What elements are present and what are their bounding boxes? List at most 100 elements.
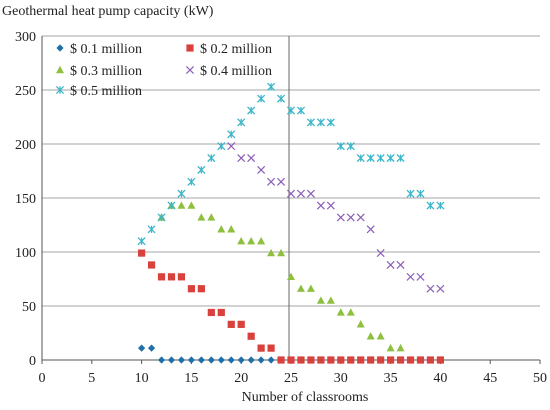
data-point — [386, 343, 395, 352]
data-point — [287, 356, 295, 364]
data-point — [157, 213, 166, 222]
data-point — [177, 189, 186, 198]
data-point — [217, 356, 225, 364]
data-point — [147, 344, 156, 352]
y-tick-label: 200 — [15, 138, 36, 153]
x-tick-label: 40 — [433, 371, 447, 386]
data-point — [227, 130, 236, 139]
x-tick-label: 0 — [39, 371, 46, 386]
data-point — [207, 213, 216, 221]
data-point — [406, 272, 415, 281]
data-point — [286, 189, 296, 198]
series-markers — [137, 82, 445, 364]
data-point — [296, 284, 305, 292]
y-tick-label: 150 — [15, 192, 36, 207]
data-point — [277, 248, 286, 257]
data-point — [356, 213, 365, 222]
data-point — [187, 177, 196, 186]
series-3 — [157, 201, 405, 352]
data-point — [406, 356, 415, 364]
x-tick-label: 10 — [135, 371, 149, 386]
data-point — [227, 356, 235, 364]
data-point — [276, 94, 286, 103]
legend-label: $ 0.5 million — [70, 84, 142, 99]
x-tick-label: 15 — [184, 371, 198, 386]
data-point — [307, 356, 315, 364]
legend-entry: $ 0.5 million — [55, 84, 142, 99]
data-point — [436, 356, 444, 364]
data-point — [396, 260, 405, 269]
data-point — [277, 177, 286, 186]
data-point — [376, 153, 385, 163]
data-point — [267, 344, 275, 352]
data-point — [247, 356, 255, 364]
y-tick-label: 0 — [29, 354, 36, 369]
data-point — [247, 154, 256, 163]
data-point — [138, 249, 146, 257]
data-point — [396, 356, 405, 364]
y-tick-label: 100 — [15, 246, 36, 261]
data-point — [306, 284, 315, 292]
series-5 — [137, 82, 445, 246]
data-point — [296, 189, 305, 198]
data-point — [386, 153, 395, 163]
data-point — [337, 356, 345, 364]
y-axis-title: Geothermal heat pump capacity (kW) — [2, 4, 214, 19]
data-point — [306, 118, 315, 127]
data-point — [396, 153, 405, 163]
data-point — [316, 296, 325, 304]
legend-entry: $ 0.3 million — [56, 64, 142, 79]
data-point — [376, 332, 385, 340]
data-point — [207, 153, 216, 163]
data-point — [346, 142, 355, 151]
data-point — [267, 356, 275, 364]
data-point — [138, 344, 146, 352]
x-tick-label: 20 — [234, 371, 248, 386]
data-point — [326, 296, 335, 304]
data-point — [297, 356, 305, 364]
data-point — [357, 356, 365, 364]
data-point — [267, 177, 276, 186]
data-point — [187, 356, 195, 364]
x-tick-label: 35 — [384, 371, 398, 386]
series-2 — [138, 249, 444, 364]
data-point — [197, 213, 206, 221]
data-point — [247, 106, 256, 115]
x-tick-label: 5 — [88, 371, 95, 386]
data-point — [137, 237, 146, 246]
legend-entry: $ 0.2 million — [186, 42, 272, 57]
data-point — [247, 332, 255, 340]
data-point — [237, 154, 246, 163]
data-point — [366, 153, 375, 163]
data-point — [197, 285, 205, 293]
data-point — [356, 153, 365, 163]
data-point — [197, 356, 205, 364]
data-point — [277, 356, 285, 364]
data-point — [267, 248, 276, 257]
x-tick-label: 50 — [533, 371, 547, 386]
series-1 — [138, 344, 275, 364]
data-point — [326, 118, 335, 127]
data-point — [157, 356, 166, 364]
legend-marker — [56, 44, 64, 52]
legend-label: $ 0.1 million — [70, 42, 142, 57]
legend-entry: $ 0.4 million — [185, 64, 272, 79]
data-point — [286, 106, 296, 115]
data-point — [426, 201, 435, 210]
data-point — [287, 272, 295, 281]
data-point — [346, 308, 355, 316]
data-point — [416, 272, 425, 281]
data-point — [436, 201, 445, 210]
legend: $ 0.1 million $ 0.2 million $ 0.3 million $… — [55, 42, 272, 99]
data-point — [177, 201, 186, 209]
data-point — [316, 118, 325, 127]
data-point — [406, 189, 415, 198]
data-point — [207, 308, 215, 317]
data-point — [227, 225, 236, 233]
data-point — [336, 308, 345, 316]
data-point — [237, 320, 245, 328]
data-point — [386, 260, 395, 269]
data-point — [257, 165, 266, 174]
x-tick-label: 45 — [483, 371, 497, 386]
data-point — [237, 237, 246, 245]
